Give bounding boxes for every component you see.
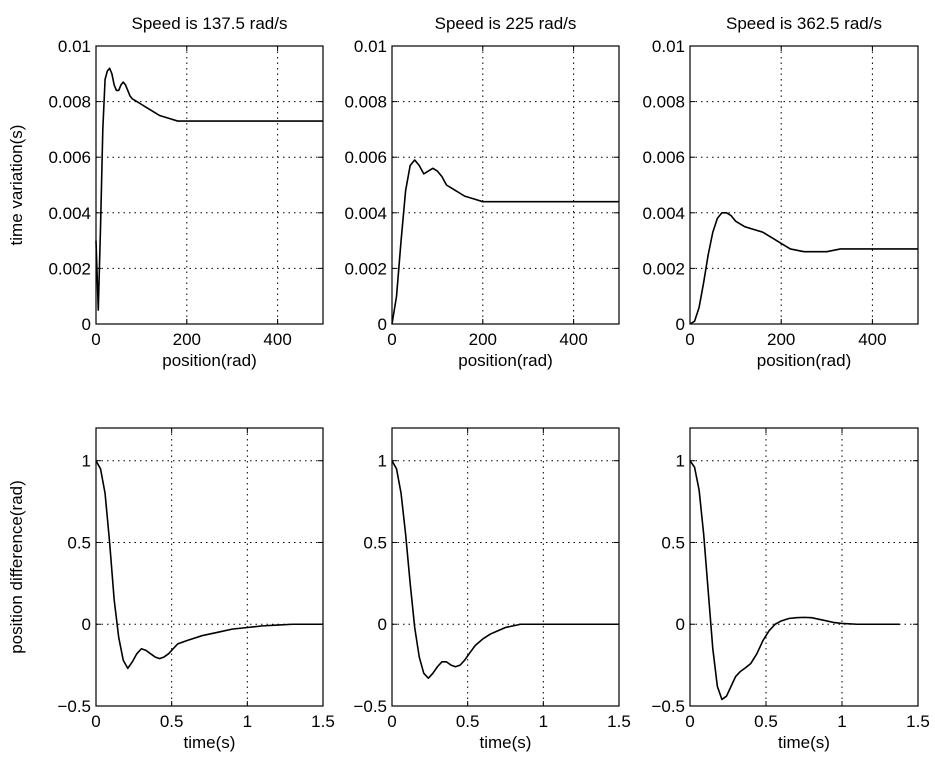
- x-tick-label: 1.5: [906, 712, 930, 731]
- x-tick-label: 0.5: [754, 712, 778, 731]
- subplot-2: 0 200 400 0 0.002 0.004 0.006 0.008 0.01 Speed is…: [344, 14, 620, 370]
- y-axis-label: position difference(rad): [7, 480, 26, 654]
- x-tick-label: 0.5: [160, 712, 184, 731]
- y-tick-label: 0.002: [344, 259, 387, 278]
- y-tick-label: 0: [82, 615, 91, 634]
- y-tick-label: 0.008: [642, 93, 685, 112]
- y-tick-label: 0.004: [48, 204, 91, 223]
- y-tick-label: 0.5: [67, 533, 91, 552]
- series-line: [391, 159, 619, 325]
- y-tick-label: 0.006: [642, 148, 685, 167]
- x-tick-label: 1: [243, 712, 252, 731]
- y-tick-label: 0.006: [344, 148, 387, 167]
- y-tick-label: 0.002: [48, 259, 91, 278]
- series-line: [95, 67, 323, 311]
- x-tick-label: 200: [469, 330, 497, 349]
- axes-frame: [391, 45, 620, 325]
- axes-frame: [95, 45, 324, 325]
- subplot-3: 0 200 400 0 0.002 0.004 0.006 0.008 0.01 Speed is…: [642, 14, 919, 370]
- chart-title: Speed is 225 rad/s: [435, 14, 577, 33]
- x-tick-label: 0: [685, 330, 694, 349]
- y-tick-label: 0: [676, 315, 685, 334]
- x-axis-label: position(rad): [757, 351, 852, 370]
- y-tick-label: 0.5: [363, 533, 387, 552]
- x-tick-label: 400: [858, 330, 886, 349]
- y-tick-label: 1: [82, 452, 91, 471]
- y-tick-label: −0.5: [651, 697, 685, 716]
- chart-title: Speed is 137.5 rad/s: [132, 14, 288, 33]
- y-tick-label: 0.01: [652, 37, 685, 56]
- y-tick-label: −0.5: [353, 697, 387, 716]
- series-line: [689, 212, 918, 325]
- axes-frame: [689, 45, 919, 325]
- y-tick-label: 0: [676, 615, 685, 634]
- y-axis-label: time variation(s): [7, 125, 26, 246]
- y-tick-label: 0.01: [58, 37, 91, 56]
- x-tick-label: 200: [173, 330, 201, 349]
- x-tick-label: 0: [91, 330, 100, 349]
- axes-frame: [689, 427, 919, 707]
- x-tick-label: 400: [263, 330, 291, 349]
- x-tick-label: 0: [387, 330, 396, 349]
- x-tick-label: 400: [559, 330, 587, 349]
- subplot-1: 0 200 400 0 0.002 0.004 0.006 0.008 0.01 Speed is…: [7, 14, 324, 370]
- x-axis-label: time(s): [480, 733, 532, 752]
- axes-frame: [391, 427, 620, 707]
- x-tick-label: 0.5: [456, 712, 480, 731]
- x-tick-label: 0: [91, 712, 100, 731]
- y-tick-label: 0.008: [48, 93, 91, 112]
- x-axis-label: position(rad): [458, 351, 553, 370]
- x-tick-label: 1: [837, 712, 846, 731]
- y-tick-label: 0.008: [344, 93, 387, 112]
- y-tick-label: 1: [378, 452, 387, 471]
- y-tick-label: 0.004: [344, 204, 387, 223]
- x-tick-label: 1: [539, 712, 548, 731]
- x-tick-label: 0: [387, 712, 396, 731]
- series-line: [689, 460, 900, 701]
- x-axis-label: time(s): [184, 733, 236, 752]
- y-tick-label: 0: [378, 615, 387, 634]
- chart-title: Speed is 362.5 rad/s: [726, 14, 882, 33]
- series-line: [391, 460, 619, 680]
- y-tick-label: 0.002: [642, 259, 685, 278]
- x-axis-label: position(rad): [162, 351, 257, 370]
- y-tick-label: −0.5: [57, 697, 91, 716]
- y-tick-label: 1: [676, 452, 685, 471]
- y-tick-label: 0.006: [48, 148, 91, 167]
- x-tick-label: 1.5: [607, 712, 631, 731]
- x-tick-label: 0: [685, 712, 694, 731]
- y-tick-label: 0.01: [354, 37, 387, 56]
- series-line: [95, 460, 323, 670]
- y-tick-label: 0: [378, 315, 387, 334]
- y-tick-label: 0.5: [661, 533, 685, 552]
- y-tick-label: 0: [82, 315, 91, 334]
- axes-frame: [95, 427, 324, 707]
- x-axis-label: time(s): [778, 733, 830, 752]
- y-tick-label: 0.004: [642, 204, 685, 223]
- x-tick-label: 1.5: [311, 712, 335, 731]
- x-tick-label: 200: [767, 330, 795, 349]
